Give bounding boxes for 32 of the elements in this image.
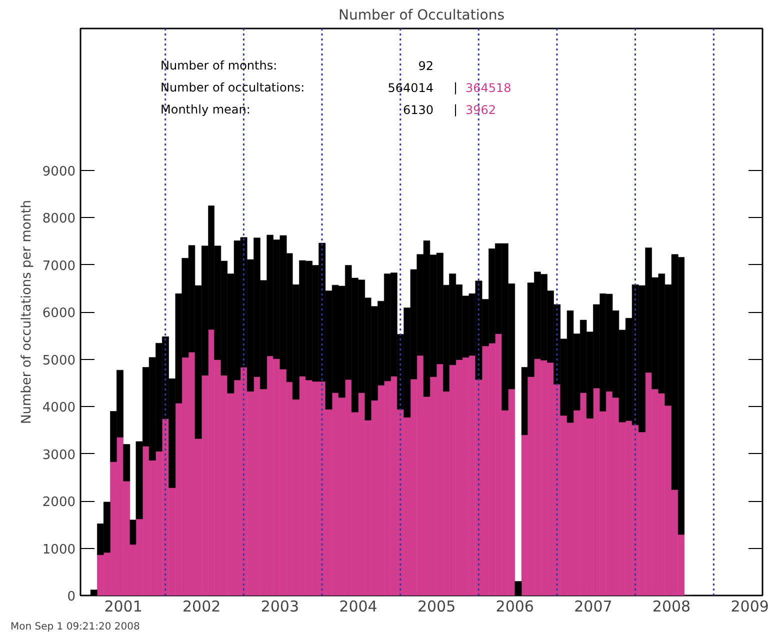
annotation: Number of occultations: — [160, 80, 305, 94]
x-tick-label: 2009 — [730, 598, 769, 616]
x-tick-label: 2003 — [260, 598, 300, 616]
x-tick-label: 2006 — [496, 598, 534, 616]
y-tick-label: 1000 — [42, 542, 76, 558]
chart-title: Number of Occultations — [338, 8, 505, 24]
annotation: 364518 — [466, 81, 512, 95]
annotation: 3962 — [466, 103, 496, 117]
y-tick-label: 0 — [67, 590, 76, 604]
x-tick-label: 2001 — [104, 598, 142, 616]
annotation: Monthly mean: — [160, 102, 250, 116]
y-tick-label: 6000 — [42, 306, 76, 321]
annotation: | — [453, 102, 458, 116]
x-tick-label: 2004 — [339, 598, 378, 616]
text: Mon Sep 1 09:21:20 2008 — [10, 622, 140, 632]
annotation: | — [453, 80, 458, 94]
annotation: 6130 — [402, 103, 434, 117]
annotation: 92 — [418, 59, 434, 73]
y-axis-title: Number of occultations per month — [19, 200, 34, 424]
y-tick-label: 4000 — [42, 400, 76, 416]
y-tick-label: 3000 — [42, 448, 76, 463]
x-tick-label: 2005 — [417, 598, 456, 616]
x-tick-label: 2007 — [574, 598, 612, 616]
y-tick-label: 2000 — [42, 495, 76, 510]
y-tick-label: 7000 — [42, 258, 76, 274]
annotation: 564014 — [388, 81, 434, 95]
y-tick-label: 5000 — [42, 353, 76, 368]
y-tick-label: 9000 — [42, 164, 76, 180]
annotation: Number of months: — [160, 58, 278, 72]
y-tick-label: 8000 — [42, 212, 76, 226]
x-tick-label: 2008 — [652, 598, 691, 616]
x-tick-label: 2002 — [182, 598, 221, 616]
